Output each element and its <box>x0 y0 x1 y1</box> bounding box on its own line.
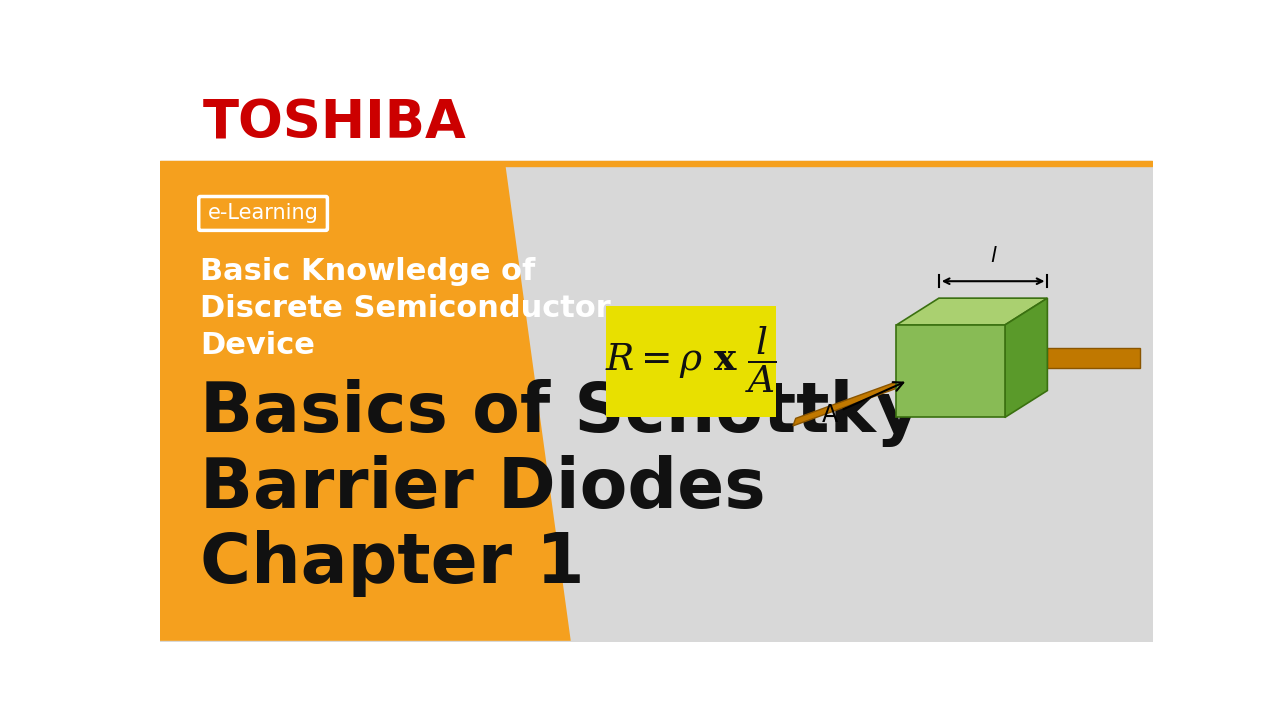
Polygon shape <box>792 382 897 426</box>
Text: Basic Knowledge of
Discrete Semiconductor
Device: Basic Knowledge of Discrete Semiconducto… <box>200 257 611 361</box>
Polygon shape <box>1047 348 1140 368</box>
FancyBboxPatch shape <box>198 197 328 230</box>
Text: e-Learning: e-Learning <box>207 204 319 223</box>
Text: l: l <box>991 246 996 266</box>
Polygon shape <box>160 161 571 641</box>
Text: A: A <box>822 382 904 427</box>
Polygon shape <box>896 298 1047 325</box>
FancyBboxPatch shape <box>605 306 776 418</box>
Text: Basics of Schottky
Barrier Diodes
Chapter 1: Basics of Schottky Barrier Diodes Chapte… <box>200 379 922 597</box>
Polygon shape <box>1005 298 1047 418</box>
Polygon shape <box>896 325 1005 418</box>
Text: $R = \rho\ \mathbf{x}\ \dfrac{l}{A}$: $R = \rho\ \mathbf{x}\ \dfrac{l}{A}$ <box>605 325 777 395</box>
Text: TOSHIBA: TOSHIBA <box>202 98 466 150</box>
